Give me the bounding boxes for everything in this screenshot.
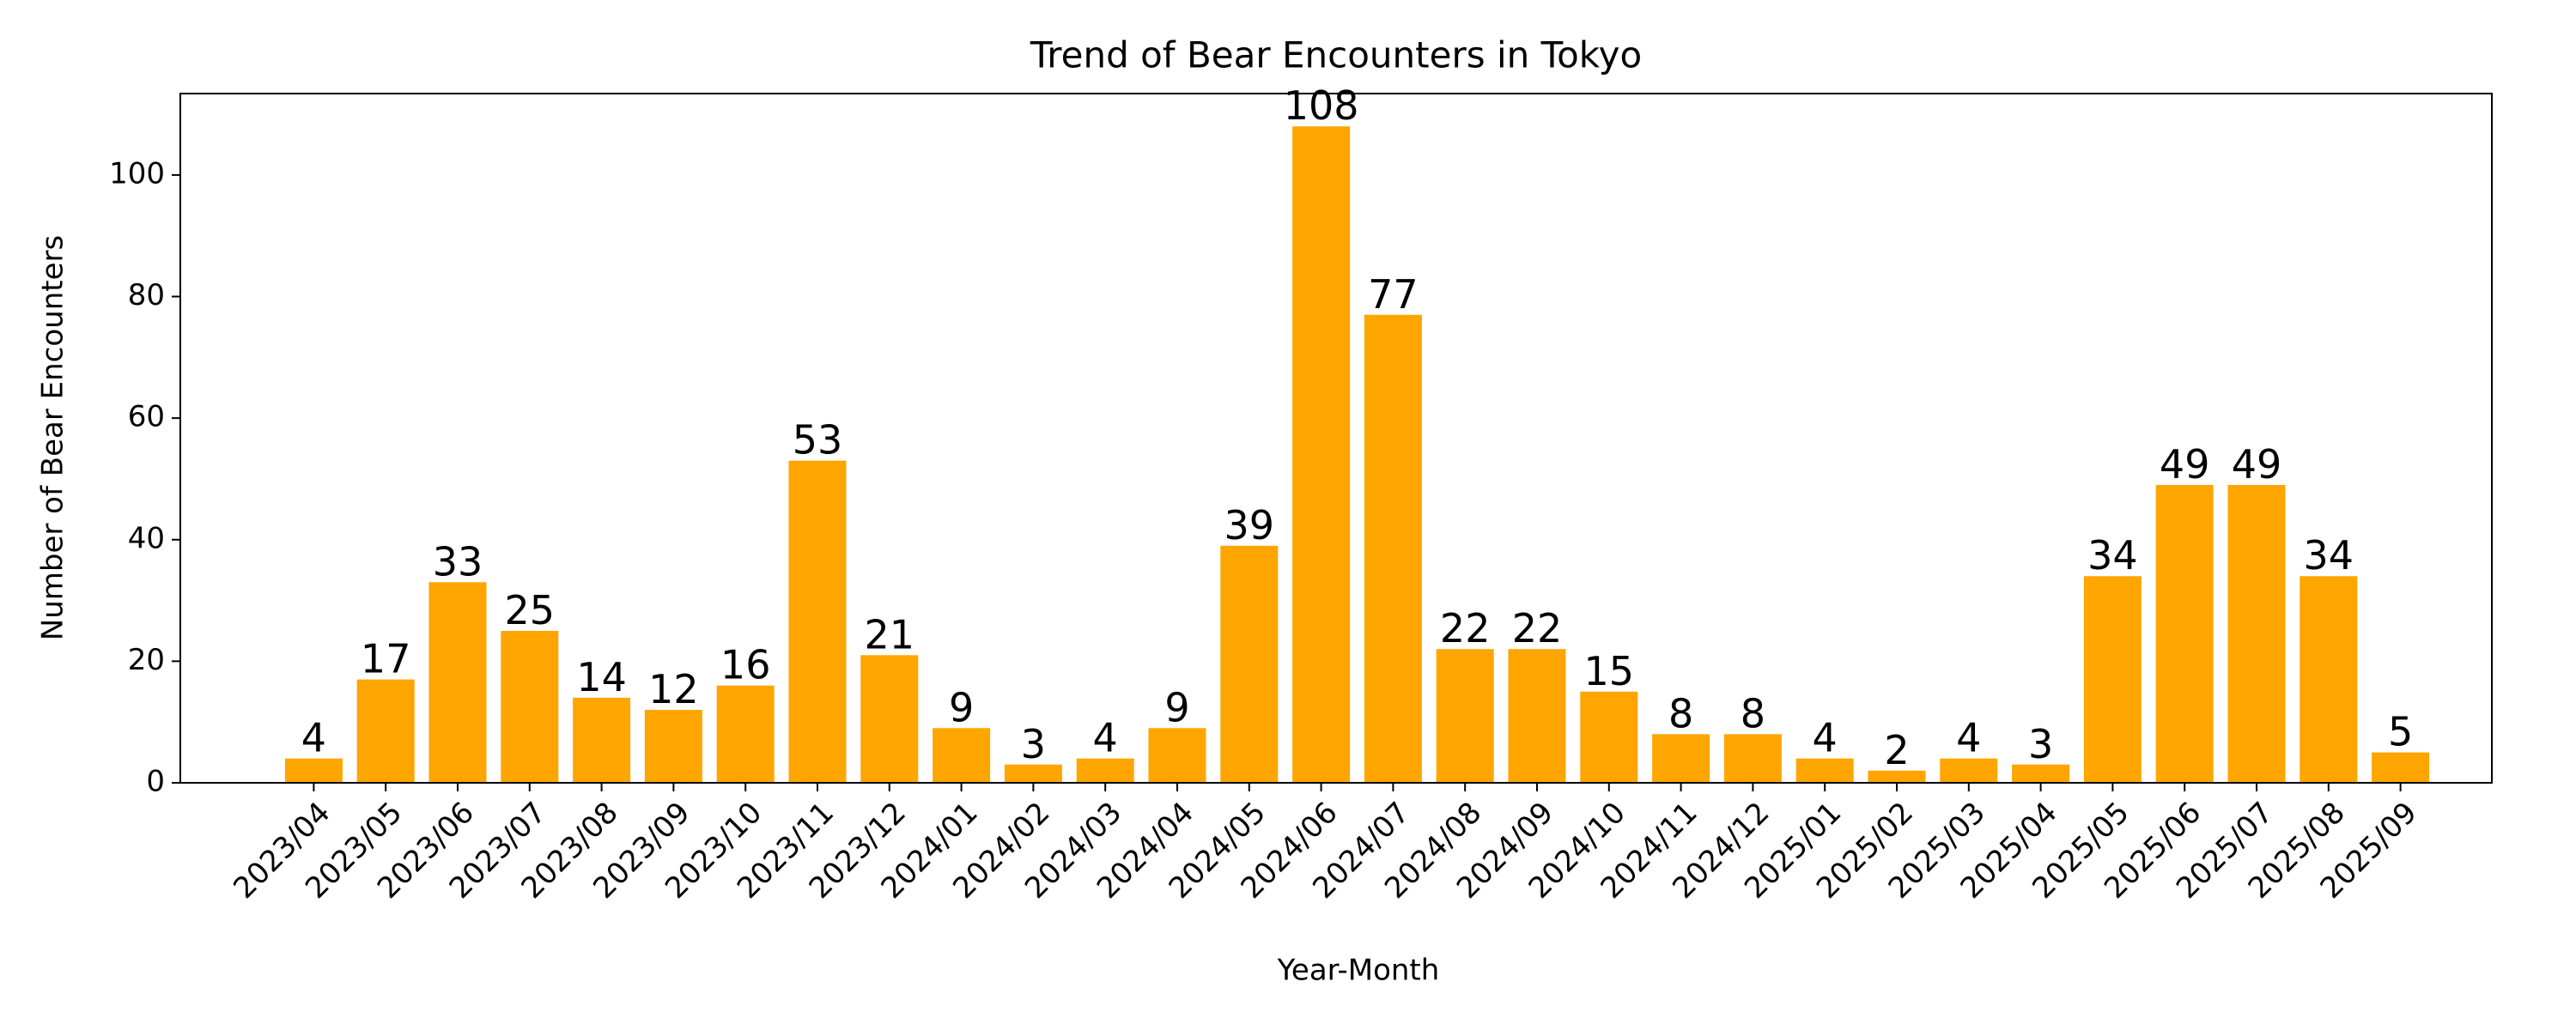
bar — [1292, 126, 1351, 783]
value-label: 9 — [949, 684, 974, 730]
bar — [356, 679, 415, 783]
value-label: 16 — [720, 642, 771, 688]
value-label: 4 — [1956, 715, 1981, 761]
bar — [716, 685, 775, 783]
value-label: 39 — [1224, 502, 1275, 548]
y-tick-label: 0 — [146, 765, 165, 799]
value-label: 15 — [1584, 648, 1635, 694]
bar — [933, 728, 991, 783]
value-label: 53 — [793, 417, 843, 464]
bar — [1940, 758, 1998, 783]
bar — [1220, 545, 1279, 783]
bar — [1508, 649, 1566, 783]
bar — [644, 710, 702, 783]
value-label: 3 — [2028, 721, 2053, 767]
bar — [1652, 734, 1710, 783]
value-label: 17 — [361, 636, 411, 682]
value-label: 4 — [301, 715, 326, 761]
bar — [2083, 576, 2142, 783]
bar — [428, 582, 487, 783]
bar — [1868, 770, 1926, 783]
bar — [501, 630, 559, 783]
bar — [573, 697, 631, 783]
bar — [1004, 764, 1062, 783]
value-label: 108 — [1284, 82, 1359, 129]
bar — [284, 758, 343, 783]
value-label: 77 — [1368, 271, 1419, 318]
value-label: 9 — [1164, 684, 1189, 730]
value-label: 34 — [2304, 532, 2354, 579]
bar — [2155, 485, 2214, 783]
value-label: 34 — [2087, 532, 2138, 579]
bar — [1148, 728, 1206, 783]
bar — [2227, 485, 2286, 783]
value-label: 14 — [576, 654, 627, 700]
value-label: 49 — [2232, 441, 2282, 488]
bar — [2300, 576, 2358, 783]
value-label: 3 — [1021, 721, 1046, 767]
bar — [2012, 764, 2070, 783]
bar — [788, 460, 847, 783]
bar — [1076, 758, 1134, 783]
value-label: 25 — [505, 587, 556, 633]
bar — [2372, 752, 2430, 783]
y-tick-label: 40 — [128, 521, 165, 555]
value-label: 22 — [1440, 605, 1491, 651]
y-tick-label: 80 — [128, 278, 165, 312]
value-label: 5 — [2388, 709, 2413, 755]
value-label: 4 — [1093, 715, 1118, 761]
value-label: 21 — [865, 611, 915, 657]
value-label: 33 — [433, 538, 483, 585]
bar — [1723, 734, 1782, 783]
value-label: 22 — [1512, 605, 1563, 651]
bar — [1364, 314, 1422, 784]
value-label: 2 — [1884, 727, 1909, 773]
value-label: 49 — [2160, 441, 2210, 488]
plot-frame — [179, 93, 2493, 784]
bar — [1580, 691, 1638, 783]
value-label: 4 — [1813, 715, 1838, 761]
x-axis-label: Year-Month — [1277, 954, 1440, 988]
bar — [1795, 758, 1854, 783]
y-axis-label: Number of Bear Encounters — [36, 235, 70, 640]
value-label: 12 — [648, 666, 699, 712]
y-tick-label: 100 — [109, 156, 165, 191]
bar — [860, 655, 919, 783]
y-tick-label: 20 — [128, 643, 165, 677]
value-label: 8 — [1741, 690, 1765, 736]
y-tick-label: 60 — [128, 400, 165, 434]
value-label: 8 — [1668, 690, 1693, 736]
chart-title: Trend of Bear Encounters in Tokyo — [1030, 34, 1642, 76]
bar — [1436, 649, 1494, 783]
